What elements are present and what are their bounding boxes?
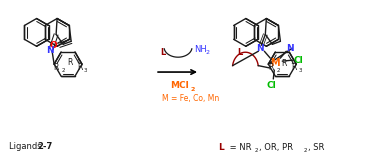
- Text: R: R: [282, 59, 287, 68]
- Text: M: M: [271, 58, 280, 68]
- Text: R: R: [268, 63, 273, 72]
- Text: 2: 2: [255, 148, 258, 153]
- Text: L: L: [237, 48, 243, 57]
- Text: L: L: [161, 48, 166, 57]
- Text: NH: NH: [194, 45, 206, 54]
- Text: 2: 2: [62, 68, 65, 73]
- Text: N: N: [257, 44, 264, 53]
- Text: = NR: = NR: [227, 143, 251, 152]
- Text: R: R: [291, 63, 297, 72]
- Text: L: L: [218, 143, 224, 152]
- Text: N: N: [46, 46, 54, 55]
- Text: M = Fe, Co, Mn: M = Fe, Co, Mn: [162, 94, 219, 103]
- Text: R: R: [67, 58, 73, 67]
- Text: MCl: MCl: [170, 81, 189, 90]
- Text: 2: 2: [276, 68, 280, 73]
- Text: 2: 2: [304, 148, 307, 153]
- Text: , OR, PR: , OR, PR: [259, 143, 293, 152]
- Text: R: R: [77, 63, 82, 72]
- Text: 1: 1: [290, 60, 294, 65]
- Text: O: O: [50, 41, 57, 50]
- Text: 2-7: 2-7: [37, 142, 53, 151]
- Text: , SR: , SR: [308, 143, 324, 152]
- Text: N: N: [287, 44, 294, 53]
- Text: Cl: Cl: [293, 56, 303, 65]
- Text: Ligands: Ligands: [9, 142, 44, 151]
- Text: 2: 2: [191, 87, 195, 92]
- Text: 3: 3: [298, 68, 302, 73]
- Text: 1: 1: [76, 59, 79, 64]
- Text: 2: 2: [206, 50, 210, 55]
- Text: 3: 3: [84, 68, 87, 73]
- Text: Cl: Cl: [266, 81, 276, 90]
- Text: R: R: [54, 63, 59, 72]
